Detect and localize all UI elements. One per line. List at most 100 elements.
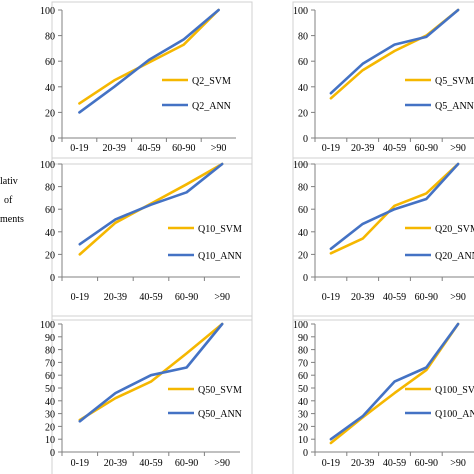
series-line-Q50_SVM bbox=[78, 322, 224, 422]
y-tick-label: 80 bbox=[45, 346, 55, 357]
x-tick-label: 0-19 bbox=[322, 143, 340, 154]
y-tick-label: 40 bbox=[45, 397, 55, 408]
panel-3: 0 20 40 60 80 100 0-19 20-39 40-59 60-90 >90 Q10_SV… bbox=[40, 157, 253, 321]
y-tick-label: 40 bbox=[45, 228, 55, 239]
x-tick-label: 60-90 bbox=[415, 292, 438, 303]
series-line-Q50_ANN bbox=[78, 322, 224, 423]
legend-label: Q10_SVM bbox=[198, 224, 242, 235]
y-tick-label: 20 bbox=[298, 422, 308, 433]
panel-frame bbox=[292, 315, 474, 474]
x-tick-label: 20-39 bbox=[104, 292, 127, 303]
panel-frame bbox=[292, 157, 474, 321]
x-tick-label: 0-19 bbox=[71, 458, 89, 469]
y-tick-label: 90 bbox=[298, 333, 308, 344]
x-tick-label: 60-90 bbox=[172, 143, 195, 154]
y-tick-label: 0 bbox=[303, 448, 308, 459]
y-tick-label: 80 bbox=[298, 346, 308, 357]
x-tick-label: 20-39 bbox=[351, 292, 374, 303]
y-tick-label: 40 bbox=[45, 83, 55, 94]
panel-frame bbox=[51, 315, 253, 474]
x-tick-label: 40-59 bbox=[139, 458, 162, 469]
y-tick-label: 60 bbox=[298, 57, 308, 68]
x-tick-label: 40-59 bbox=[383, 292, 406, 303]
x-tick-label: 60-90 bbox=[415, 143, 438, 154]
y-tick-label: 80 bbox=[298, 32, 308, 43]
y-tick-label: 100 bbox=[40, 160, 55, 171]
legend-label: Q20_SVM bbox=[435, 224, 474, 235]
panel-frame bbox=[292, 1, 474, 165]
y-tick-label: 60 bbox=[298, 371, 308, 382]
y-tick-label: 80 bbox=[45, 183, 55, 194]
legend-label: Q100_ANN bbox=[435, 409, 474, 420]
y-tick-label: 30 bbox=[45, 410, 55, 421]
legend-label: Q2_ANN bbox=[192, 101, 231, 112]
y-tick-label: 50 bbox=[45, 384, 55, 395]
y-tick-label: 20 bbox=[45, 250, 55, 261]
y-tick-label: 70 bbox=[45, 358, 55, 369]
y-tick-label: 40 bbox=[298, 228, 308, 239]
y-tick-label: 30 bbox=[298, 410, 308, 421]
x-tick-label: >90 bbox=[211, 143, 227, 154]
legend-label: Q5_SVM bbox=[435, 76, 474, 87]
x-tick-label: 20-39 bbox=[104, 458, 127, 469]
y-tick-label: 10 bbox=[298, 435, 308, 446]
series-line-Q20_SVM bbox=[329, 162, 460, 255]
y-tick-label: 20 bbox=[45, 108, 55, 119]
panel-frame bbox=[51, 1, 253, 165]
y-tick-label: 100 bbox=[293, 160, 308, 171]
y-tick-label: 20 bbox=[298, 250, 308, 261]
y-tick-label: 20 bbox=[298, 108, 308, 119]
y-tick-label: 0 bbox=[50, 134, 55, 145]
y-tick-label: 0 bbox=[303, 134, 308, 145]
y-axis-label-fragment-3: ments bbox=[0, 214, 24, 225]
x-tick-label: 40-59 bbox=[383, 458, 406, 469]
x-tick-label: 40-59 bbox=[137, 143, 160, 154]
legend-label: Q5_ANN bbox=[435, 101, 474, 112]
y-tick-label: 70 bbox=[298, 358, 308, 369]
series-line-Q2_ANN bbox=[78, 8, 220, 114]
legend-label: Q50_SVM bbox=[198, 385, 242, 396]
y-tick-label: 100 bbox=[40, 6, 55, 17]
legend-label: Q100_SVM bbox=[435, 385, 474, 396]
panel-2: 0 20 40 60 80 100 0-19 20-39 40-59 60-90 >90 Q5_SVM… bbox=[292, 1, 474, 165]
x-tick-label: 40-59 bbox=[383, 143, 406, 154]
x-tick-label: >90 bbox=[450, 458, 466, 469]
y-tick-label: 50 bbox=[298, 384, 308, 395]
y-tick-label: 60 bbox=[45, 205, 55, 216]
x-tick-label: 40-59 bbox=[139, 292, 162, 303]
x-tick-label: >90 bbox=[214, 458, 230, 469]
x-tick-label: 20-39 bbox=[351, 143, 374, 154]
series-line-Q5_ANN bbox=[329, 8, 460, 95]
legend-label: Q50_ANN bbox=[198, 409, 242, 420]
legend-label: Q2_SVM bbox=[192, 76, 231, 87]
series-line-Q10_ANN bbox=[78, 162, 224, 246]
y-tick-label: 80 bbox=[298, 183, 308, 194]
y-tick-label: 40 bbox=[298, 397, 308, 408]
legend-label: Q10_ANN bbox=[198, 251, 242, 262]
y-tick-label: 10 bbox=[45, 435, 55, 446]
panel-1: 0 20 40 60 80 100 0-19 20-39 40-59 60-90 >90 Q2_SVM… bbox=[40, 1, 253, 165]
y-tick-label: 40 bbox=[298, 83, 308, 94]
y-tick-label: 100 bbox=[293, 320, 308, 331]
y-tick-label: 80 bbox=[45, 32, 55, 43]
y-tick-label: 60 bbox=[45, 57, 55, 68]
series-line-Q100_ANN bbox=[329, 322, 460, 441]
series-line-Q20_ANN bbox=[329, 162, 460, 251]
x-tick-label: 60-90 bbox=[175, 292, 198, 303]
y-tick-label: 60 bbox=[45, 371, 55, 382]
y-tick-label: 0 bbox=[50, 273, 55, 284]
legend-label: Q20_ANN bbox=[435, 251, 474, 262]
x-tick-label: 0-19 bbox=[70, 143, 88, 154]
y-axis-label-fragment-1: lativ bbox=[0, 176, 18, 187]
x-tick-label: 60-90 bbox=[175, 458, 198, 469]
x-tick-label: 60-90 bbox=[415, 458, 438, 469]
x-tick-label: 0-19 bbox=[71, 292, 89, 303]
x-tick-label: >90 bbox=[450, 143, 466, 154]
x-tick-label: >90 bbox=[214, 292, 230, 303]
y-tick-label: 20 bbox=[45, 422, 55, 433]
x-tick-label: 20-39 bbox=[103, 143, 126, 154]
x-tick-label: 20-39 bbox=[351, 458, 374, 469]
